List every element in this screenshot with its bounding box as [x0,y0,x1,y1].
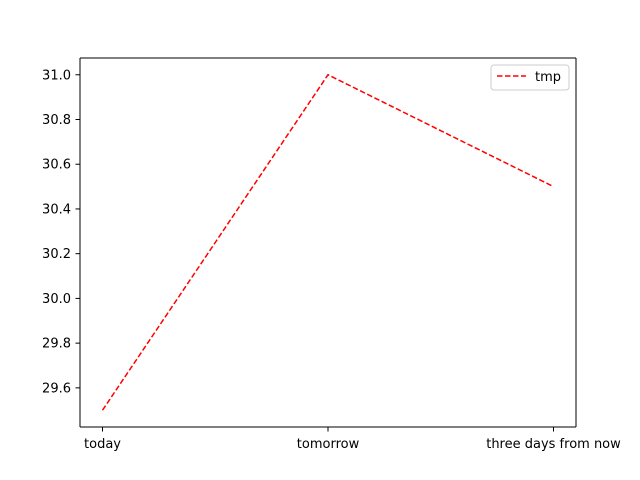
x-tick-label-three-days-from-now: three days from now [486,437,621,452]
y-tick-label-30-8: 30.8 [42,113,71,128]
x-tick-label-today: today [84,437,121,452]
axes-frame [79,57,577,428]
x-axis: today tomorrow three days from now [84,427,621,452]
y-tick-label-30-0: 30.0 [42,292,71,307]
legend-label-tmp: tmp [535,70,561,85]
legend: tmp [490,64,570,91]
y-tick-label-30-2: 30.2 [42,247,71,262]
legend-box [490,64,570,91]
series-line-tmp [101,73,554,411]
y-tick-label-30-4: 30.4 [42,202,71,217]
series-layer [101,73,554,411]
x-tick-label-tomorrow: tomorrow [297,437,360,452]
y-tick-label-29-8: 29.8 [42,337,71,352]
y-tick-label-31-0: 31.0 [42,68,71,83]
y-axis: 29.6 29.8 30.0 30.2 30.4 30.6 30.8 31.0 [42,68,80,396]
y-tick-label-29-6: 29.6 [42,381,71,396]
plot-area [80,58,576,427]
y-tick-label-30-6: 30.6 [42,158,71,173]
